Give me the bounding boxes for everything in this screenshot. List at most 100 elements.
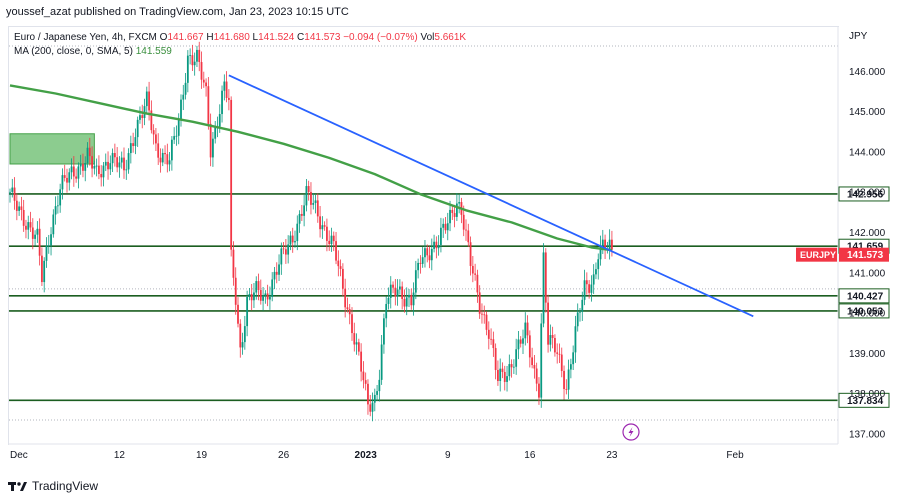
candle-body <box>319 216 321 230</box>
price-tick-label: 142.000 <box>849 228 886 239</box>
candle-body <box>442 223 445 228</box>
candle-body <box>533 365 536 369</box>
candle-body <box>335 241 337 261</box>
candle-body <box>469 242 472 266</box>
candle-body <box>257 281 260 290</box>
candle-body <box>337 260 340 267</box>
candle-body <box>214 126 217 139</box>
candle-body <box>180 99 182 121</box>
candle-body <box>506 376 508 382</box>
tradingview-footer[interactable]: TradingView <box>8 479 98 493</box>
level-price-tag <box>838 392 890 408</box>
candle-body <box>426 248 429 256</box>
candle-body <box>465 229 467 231</box>
candle-body <box>152 130 155 135</box>
candle-body <box>148 91 150 111</box>
candle-body <box>499 368 502 382</box>
candle-body <box>284 249 287 255</box>
candle-body <box>351 314 353 334</box>
candle-body <box>45 245 48 261</box>
candle-body <box>403 299 406 307</box>
candle-body <box>54 206 57 215</box>
candle-body <box>428 255 431 261</box>
candle-body <box>569 364 572 370</box>
candle-body <box>93 165 96 169</box>
symbol-tag-label: EURJPY <box>800 250 836 260</box>
candle-body <box>161 152 164 163</box>
candle-body <box>385 303 388 319</box>
time-tick-label: Feb <box>726 450 744 461</box>
candle-body <box>424 248 426 258</box>
candle-body <box>572 352 575 365</box>
legend-ma-value: 141.559 <box>135 46 172 57</box>
candle-body <box>544 252 547 303</box>
candle-body <box>11 187 14 192</box>
candle-body <box>592 274 595 285</box>
legend-close: 141.573 <box>304 32 341 43</box>
current-price-tag <box>839 247 889 262</box>
candle-body <box>367 383 369 405</box>
candle-body <box>100 173 103 178</box>
candle-body <box>198 49 201 63</box>
candle-body <box>551 335 554 338</box>
candle-body <box>221 90 223 115</box>
candle-body <box>212 138 214 158</box>
candle-body <box>453 213 456 217</box>
candle-body <box>95 165 98 167</box>
candle-body <box>481 313 483 315</box>
price-tick-label: 139.000 <box>849 349 886 360</box>
candle-body <box>419 262 422 264</box>
candle-body <box>22 209 25 226</box>
candle-body <box>471 265 474 274</box>
candle-body <box>36 228 39 235</box>
y-grid <box>9 45 838 421</box>
candle-body <box>275 271 278 275</box>
candle-body <box>139 115 141 120</box>
candle-body <box>531 357 534 366</box>
candle-body <box>264 293 267 296</box>
candle-body <box>13 187 16 201</box>
candle-body <box>476 274 479 293</box>
candle-body <box>556 352 559 354</box>
candle-body <box>170 139 173 161</box>
candle-body <box>248 294 251 297</box>
chart-frame[interactable] <box>8 26 839 445</box>
candle-body <box>321 225 324 230</box>
candle-body <box>371 402 374 412</box>
candle-body <box>155 134 157 144</box>
candle-body <box>314 200 317 203</box>
candle-body <box>289 235 292 245</box>
candle-body <box>565 389 568 390</box>
candle-body <box>435 241 438 249</box>
legend-ohlc-row: Euro / Japanese Yen, 4h, FXCM O141.667 H… <box>14 31 466 45</box>
candle-body <box>278 264 280 275</box>
candle-body <box>392 284 394 288</box>
candle-body <box>262 295 264 301</box>
candle-body <box>189 55 192 56</box>
candle-body <box>86 147 89 164</box>
lightning-icon[interactable] <box>622 423 640 441</box>
candle-body <box>202 79 205 83</box>
legend-vol-label: Vol <box>420 32 435 43</box>
candle-body <box>355 342 358 345</box>
candle-body <box>234 277 237 305</box>
currency-label: JPY <box>849 31 868 42</box>
candle-body <box>410 294 413 306</box>
level-price-tag <box>838 186 890 202</box>
candle-body <box>177 120 180 136</box>
candle-body <box>332 235 335 242</box>
candle-body <box>118 162 121 168</box>
candle-body <box>232 249 235 278</box>
candle-body <box>360 351 363 372</box>
candle-body <box>542 252 545 324</box>
candle-body <box>508 364 511 377</box>
candle-body <box>547 302 549 345</box>
candle-body <box>184 82 187 95</box>
time-tick-label: 26 <box>278 450 290 461</box>
current-price-label: 141.573 <box>847 250 884 261</box>
legend-change: −0.094 (−0.07%) <box>343 32 418 43</box>
candle-body <box>310 191 312 205</box>
candle-body <box>205 82 207 87</box>
price-tick-label: 141.000 <box>849 268 886 279</box>
